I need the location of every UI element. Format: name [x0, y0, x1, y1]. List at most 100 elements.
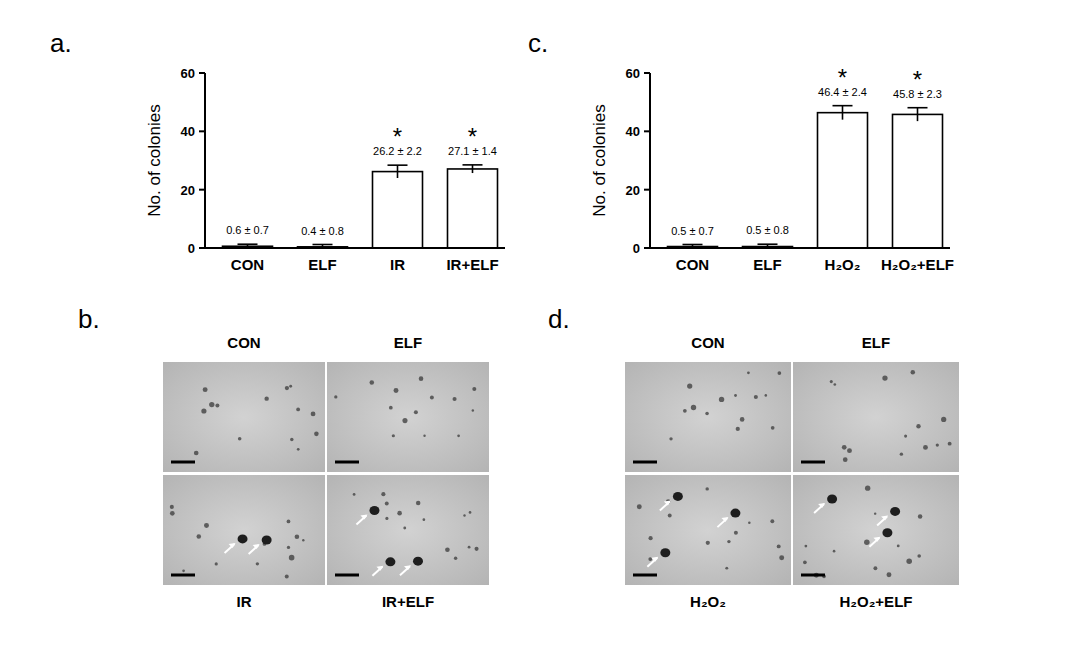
- cell: [296, 408, 300, 412]
- marks: [223, 165, 498, 248]
- arrow: [372, 567, 382, 576]
- y-tick-label: 0: [188, 241, 195, 256]
- cell: [463, 514, 465, 516]
- cell: [779, 555, 784, 560]
- cell: [414, 410, 418, 414]
- y-axis: [204, 73, 206, 248]
- arrow-head: [376, 566, 383, 571]
- data-label: 0.5 ± 0.8: [746, 224, 789, 236]
- cell: [668, 513, 672, 517]
- bar: [373, 172, 423, 248]
- micrograph: [327, 362, 489, 472]
- cell: [353, 493, 356, 496]
- colony: [660, 548, 670, 557]
- error-bar-cap: [758, 243, 778, 245]
- cell: [394, 388, 399, 393]
- scale-bar: [171, 461, 195, 464]
- x-axis: [205, 247, 505, 249]
- cell: [771, 426, 775, 430]
- cell: [430, 395, 434, 399]
- cell: [238, 437, 242, 441]
- cell: [204, 523, 209, 528]
- scale-bar: [633, 574, 657, 577]
- micrograph-label: IR+ELF: [382, 593, 434, 610]
- arrow-head: [664, 500, 671, 505]
- cell: [302, 539, 304, 541]
- cell: [918, 514, 923, 519]
- micrograph-bg: [327, 475, 489, 585]
- y-tick-label: 20: [181, 183, 195, 198]
- scale-bar: [633, 461, 657, 464]
- significance-marker: *: [913, 66, 922, 93]
- cell: [706, 541, 710, 545]
- axis-title: No. of colonies: [590, 104, 609, 216]
- cell: [873, 566, 877, 570]
- arrow-head: [253, 544, 260, 549]
- cell: [725, 567, 728, 570]
- cell: [215, 562, 218, 565]
- arrow-head: [404, 565, 411, 570]
- scale-bar: [335, 461, 359, 464]
- y-tick-label: 40: [626, 124, 640, 139]
- cell: [402, 418, 407, 423]
- cell: [747, 371, 750, 374]
- bar: [448, 169, 498, 248]
- arrow-head: [881, 515, 888, 520]
- x-tick-label: CON: [231, 256, 264, 273]
- cell: [295, 534, 300, 539]
- cell: [637, 504, 642, 509]
- cell: [385, 517, 388, 520]
- colony: [262, 536, 272, 545]
- y-tick: [199, 72, 205, 74]
- x-tick-label: H₂O₂+ELF: [881, 256, 954, 273]
- colony: [882, 528, 892, 537]
- cell: [719, 397, 724, 402]
- cell: [289, 385, 292, 388]
- cell: [215, 403, 219, 407]
- error-bar-cap: [683, 244, 703, 246]
- cell: [904, 435, 907, 438]
- cell: [392, 434, 395, 437]
- panel-label: c.: [528, 28, 548, 58]
- error-bar-cap: [388, 164, 408, 166]
- significance-marker: *: [393, 123, 402, 150]
- error-bar-cap: [238, 243, 258, 245]
- cell: [847, 448, 852, 453]
- bar: [893, 114, 943, 248]
- cell: [381, 492, 385, 496]
- micrograph-label: H₂O₂: [690, 593, 726, 610]
- cell: [897, 545, 900, 548]
- error-bar-stem: [917, 108, 919, 121]
- cell: [469, 511, 472, 514]
- colony: [385, 557, 395, 566]
- cell: [182, 569, 185, 572]
- cell: [403, 527, 406, 530]
- cell: [948, 442, 952, 446]
- error-bar: [388, 165, 408, 178]
- y-axis: [649, 73, 651, 248]
- arrow-head: [873, 537, 880, 542]
- arrow-head: [818, 503, 825, 508]
- cell: [833, 383, 836, 386]
- cell: [683, 409, 687, 413]
- arrow: [225, 544, 235, 553]
- cell: [754, 395, 758, 399]
- cell: [705, 412, 709, 416]
- micrograph-bg: [793, 362, 959, 472]
- cell: [397, 511, 402, 516]
- y-tick-label: 40: [181, 124, 195, 139]
- colony: [413, 557, 423, 566]
- micrograph-panel: b.CONELFIRIR+ELF: [78, 304, 489, 610]
- cell: [691, 405, 696, 410]
- micrograph-bg: [163, 362, 325, 472]
- cell: [290, 438, 293, 441]
- cell: [454, 556, 457, 559]
- axis-title: No. of colonies: [145, 104, 164, 216]
- micrograph-label: CON: [691, 334, 724, 351]
- cell: [777, 371, 781, 375]
- micrograph-bg: [793, 475, 959, 585]
- y-tick: [644, 189, 650, 191]
- cell: [416, 501, 421, 506]
- micrograph-label: H₂O₂+ELF: [840, 593, 913, 610]
- micrograph: [163, 362, 325, 472]
